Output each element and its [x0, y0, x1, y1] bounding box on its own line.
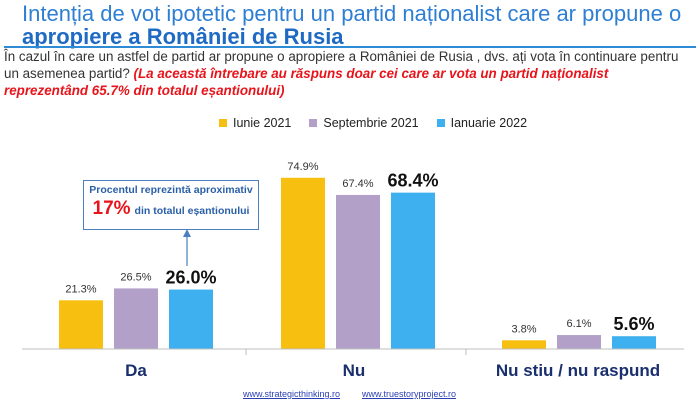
data-label-da-ianuarie-2022: 26.0% [165, 268, 216, 288]
title-text: Intenția de vot ipotetic pentru un parti… [22, 1, 682, 26]
chart-legend: Iunie 2021 Septembrie 2021 Ianuarie 2022 [219, 115, 545, 131]
data-label-nu-iunie-2021: 74.9% [287, 161, 318, 173]
data-label-nu-stiu-nu-raspund-septembrie-2021: 6.1% [566, 318, 591, 330]
legend-item-iunie-2021: Iunie 2021 [219, 116, 291, 130]
category-label-nu-stiu-nu-raspund: Nu stiu / nu raspund [496, 361, 660, 380]
legend-label-iunie-2021: Iunie 2021 [233, 116, 292, 130]
chart-title: Intenția de vot ipotetic pentru un parti… [22, 2, 682, 48]
data-label-nu-stiu-nu-raspund-iunie-2021: 3.8% [511, 323, 536, 335]
annotation-line1: Procentul reprezintă aproximativ [89, 184, 253, 196]
category-label-da: Da [125, 361, 147, 380]
legend-label-ianuarie-2022: Ianuarie 2022 [450, 116, 528, 130]
data-label-da-septembrie-2021: 26.5% [120, 271, 151, 283]
annotation-line2-text: din totalul eșantionului [134, 205, 250, 217]
question-note: (La această întrebare au răspuns doar ce… [4, 66, 609, 98]
bar-nu-iunie-2021 [281, 177, 325, 349]
bar-nu-ianuarie-2022 [391, 192, 435, 349]
bar-nu-stiu-nu-raspund-ianuarie-2022 [612, 336, 656, 349]
footer-link-truestoryproject[interactable]: www.truestoryproject.ro [362, 389, 457, 399]
data-label-nu-ianuarie-2022: 68.4% [387, 171, 438, 191]
annotation-arrow-head [183, 229, 191, 237]
bar-da-ianuarie-2022 [169, 289, 213, 349]
legend-item-septembrie-2021: Septembrie 2021 [309, 116, 419, 130]
data-label-nu-septembrie-2021: 67.4% [342, 178, 373, 190]
legend-label-septembrie-2021: Septembrie 2021 [323, 116, 419, 130]
question-text: În cazul în care un astfel de partid ar … [4, 49, 679, 81]
legend-item-ianuarie-2022: Ianuarie 2022 [436, 116, 528, 130]
category-label-nu: Nu [343, 361, 366, 380]
bar-nu-stiu-nu-raspund-septembrie-2021 [557, 335, 601, 349]
footer-link-strategicthinking[interactable]: www.strategicthinking.ro [243, 389, 341, 399]
title-divider [4, 46, 696, 48]
data-label-nu-stiu-nu-raspund-ianuarie-2022: 5.6% [613, 314, 654, 334]
annotation-line2: 17% din totalul eșantionului [84, 198, 258, 220]
bar-da-iunie-2021 [59, 300, 103, 349]
annotation-box: Procentul reprezintă aproximativ 17% din … [83, 180, 259, 230]
data-label-da-iunie-2021: 21.3% [65, 283, 96, 295]
annotation-percent: 17% [92, 198, 131, 219]
legend-swatch-septembrie-2021 [309, 119, 318, 127]
bar-nu-stiu-nu-raspund-iunie-2021 [502, 340, 546, 349]
legend-swatch-ianuarie-2022 [436, 119, 445, 127]
title-highlight: apropiere a României de Rusia [22, 24, 344, 49]
plot-area: 21.3% 26.5% 26.0% Da 74.9% 67.4% 68.4% Nu 3.8% 6.… [22, 161, 684, 380]
survey-question: În cazul în care un astfel de partid ar … [4, 48, 696, 99]
legend-swatch-iunie-2021 [219, 119, 227, 127]
bar-nu-septembrie-2021 [336, 194, 380, 349]
bar-da-septembrie-2021 [114, 288, 158, 349]
